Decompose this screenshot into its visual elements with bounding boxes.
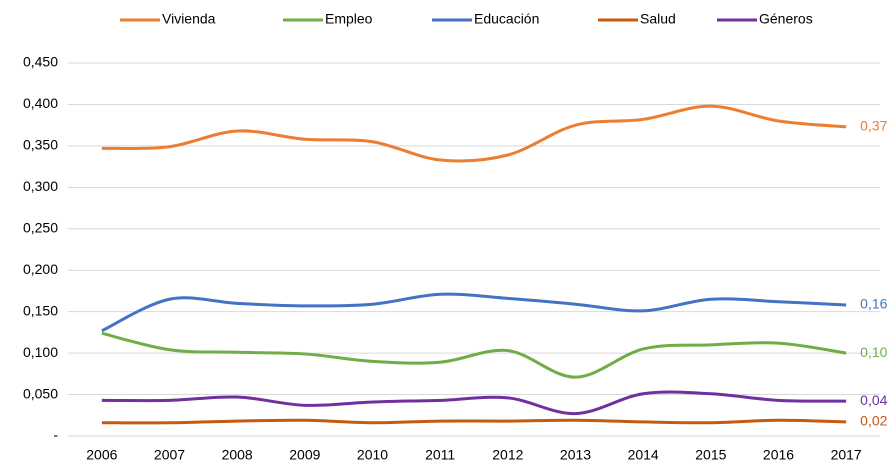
x-tick-label: 2010 (357, 447, 388, 463)
legend-label: Vivienda (162, 11, 216, 27)
legend-label: Educación (474, 11, 539, 27)
y-tick-label: 0,050 (23, 385, 58, 401)
y-tick-label: 0,200 (23, 261, 58, 277)
data-label: 0,10 (860, 344, 887, 360)
x-tick-label: 2016 (763, 447, 794, 463)
legend-label: Salud (640, 11, 676, 27)
x-tick-label: 2015 (695, 447, 726, 463)
series-line (101, 390, 847, 416)
x-tick-label: 2006 (86, 447, 117, 463)
x-tick-label: 2014 (628, 447, 659, 463)
series-line (101, 104, 847, 163)
y-tick-label: - (53, 427, 58, 443)
y-tick-label: 0,400 (23, 95, 58, 111)
series-line (101, 292, 847, 333)
x-tick-label: 2012 (492, 447, 523, 463)
data-label: 0,04 (860, 392, 887, 408)
y-tick-label: 0,150 (23, 302, 58, 318)
x-tick-label: 2009 (289, 447, 320, 463)
x-tick-label: 2013 (560, 447, 591, 463)
series-line (101, 331, 847, 379)
legend-label: Empleo (325, 11, 373, 27)
data-label: 0,16 (860, 296, 887, 312)
legend-label: Géneros (759, 11, 813, 27)
y-tick-label: 0,100 (23, 344, 58, 360)
x-tick-label: 2017 (831, 447, 862, 463)
data-label: 0,02 (860, 413, 887, 429)
x-tick-label: 2008 (222, 447, 253, 463)
x-tick-label: 2011 (425, 447, 455, 463)
y-tick-label: 0,450 (23, 54, 58, 70)
data-label: 0,37 (860, 118, 887, 134)
series-line (101, 418, 847, 425)
x-tick-label: 2007 (154, 447, 185, 463)
y-tick-label: 0,300 (23, 178, 58, 194)
y-tick-label: 0,250 (23, 219, 58, 235)
y-tick-label: 0,350 (23, 137, 58, 153)
